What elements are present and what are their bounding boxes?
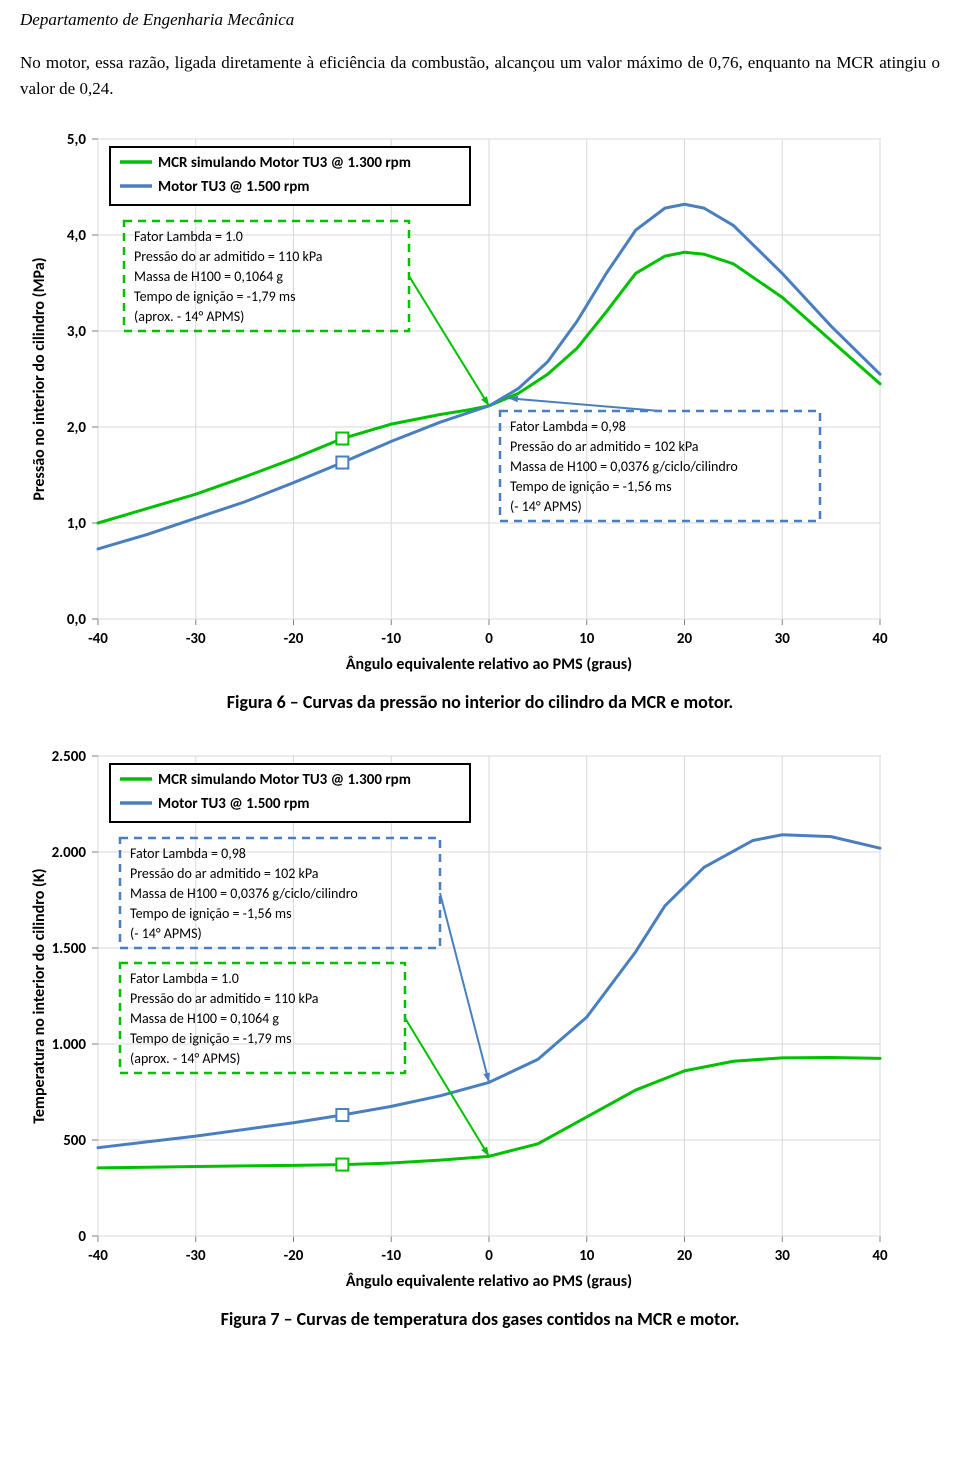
svg-text:Pressão no interior do cilindr: Pressão no interior do cilindro (MPa) [30, 257, 49, 500]
svg-text:Fator Lambda = 0,98: Fator Lambda = 0,98 [510, 418, 626, 435]
svg-text:Fator Lambda = 1.0: Fator Lambda = 1.0 [130, 970, 239, 987]
svg-text:MCR simulando Motor TU3 @ 1.30: MCR simulando Motor TU3 @ 1.300 rpm [158, 154, 411, 172]
svg-text:Tempo de ignição = -1,56 ms: Tempo de ignição = -1,56 ms [510, 478, 672, 495]
chart-2-temperature: -40 -30 -20 -10 0 10 20 30 40 0 500 1.000 1.500 2.000… [20, 738, 940, 1298]
svg-text:Pressão do ar admitido = 102 k: Pressão do ar admitido = 102 kPa [510, 438, 699, 455]
svg-text:-40: -40 [88, 1247, 108, 1265]
svg-text:Tempo de ignição = -1,56 ms: Tempo de ignição = -1,56 ms [130, 905, 292, 922]
svg-text:Temperatura no interior do ci: Temperatura no interior do cilindro (K) [30, 868, 49, 1123]
svg-text:(- 14° APMS): (- 14° APMS) [510, 498, 582, 515]
svg-text:4,0: 4,0 [67, 227, 86, 245]
svg-text:Ângulo equivalente relativo ao: Ângulo equivalente relativo ao PMS (grau… [346, 1272, 632, 1291]
svg-text:Massa de H100 = 0,0376 g/ciclo: Massa de H100 = 0,0376 g/ciclo/cilindro [130, 885, 358, 902]
svg-text:0: 0 [78, 1228, 86, 1246]
svg-text:0: 0 [485, 630, 493, 648]
svg-text:-20: -20 [284, 1247, 304, 1265]
svg-text:-30: -30 [186, 630, 206, 648]
svg-text:500: 500 [63, 1132, 86, 1150]
chart-1-pressure: -40 -30 -20 -10 0 10 20 30 40 0,0 1,0 2,0 3,0 4,0 5,0 Â… [20, 121, 940, 681]
figure-7-caption: Figura 7 – Curvas de temperatura dos gas… [20, 1308, 940, 1330]
svg-text:-10: -10 [381, 630, 401, 648]
svg-text:0: 0 [485, 1247, 493, 1265]
svg-text:Massa de H100 = 0,1064 g: Massa de H100 = 0,1064 g [134, 268, 283, 285]
svg-text:(- 14° APMS): (- 14° APMS) [130, 925, 202, 942]
svg-text:-30: -30 [186, 1247, 206, 1265]
svg-text:(aprox. - 14° APMS): (aprox. - 14° APMS) [130, 1050, 240, 1067]
svg-text:3,0: 3,0 [67, 323, 86, 341]
svg-text:-40: -40 [88, 630, 108, 648]
svg-text:2.500: 2.500 [52, 748, 87, 766]
svg-text:10: 10 [579, 630, 595, 648]
svg-text:2,0: 2,0 [67, 419, 86, 437]
svg-text:1.500: 1.500 [52, 940, 87, 958]
svg-text:MCR simulando Motor TU3 @ 1.30: MCR simulando Motor TU3 @ 1.300 rpm [158, 771, 411, 789]
svg-text:40: 40 [872, 630, 888, 648]
svg-text:30: 30 [775, 1247, 791, 1265]
svg-text:Ângulo equivalente relativo ao: Ângulo equivalente relativo ao PMS (grau… [346, 655, 632, 674]
svg-text:0,0: 0,0 [67, 611, 86, 629]
svg-text:10: 10 [579, 1247, 595, 1265]
svg-text:Pressão do ar admitido = 102 k: Pressão do ar admitido = 102 kPa [130, 865, 319, 882]
svg-text:20: 20 [677, 630, 693, 648]
svg-text:2.000: 2.000 [52, 844, 87, 862]
figure-6-caption: Figura 6 – Curvas da pressão no interior… [20, 691, 940, 713]
department-header: Departamento de Engenharia Mecânica [20, 10, 940, 30]
svg-text:-20: -20 [284, 630, 304, 648]
svg-text:Massa de H100 = 0,0376 g/ciclo: Massa de H100 = 0,0376 g/ciclo/cilindro [510, 458, 738, 475]
svg-text:Pressão do ar admitido = 110: Pressão do ar admitido = 110 kPa [130, 990, 319, 1007]
svg-text:Motor TU3 @ 1.500 rpm: Motor TU3 @ 1.500 rpm [158, 795, 310, 813]
svg-text:40: 40 [872, 1247, 888, 1265]
svg-text:Massa de H100 = 0,1064 g: Massa de H100 = 0,1064 g [130, 1010, 279, 1027]
svg-text:Motor TU3 @ 1.500 rpm: Motor TU3 @ 1.500 rpm [158, 178, 310, 196]
svg-text:Tempo de ignição = -1,79 ms: Tempo de ignição = -1,79 ms [130, 1030, 292, 1047]
svg-text:30: 30 [775, 630, 791, 648]
svg-text:1.000: 1.000 [52, 1036, 87, 1054]
svg-text:Fator Lambda = 0,98: Fator Lambda = 0,98 [130, 845, 246, 862]
svg-text:1,0: 1,0 [67, 515, 86, 533]
svg-text:20: 20 [677, 1247, 693, 1265]
body-paragraph: No motor, essa razão, ligada diretamente… [20, 50, 940, 101]
svg-text:Pressão do ar admitido = 110: Pressão do ar admitido = 110 kPa [134, 248, 323, 265]
svg-text:-10: -10 [381, 1247, 401, 1265]
svg-text:(aprox. - 14° APMS): (aprox. - 14° APMS) [134, 308, 244, 325]
svg-text:Fator Lambda = 1.0: Fator Lambda = 1.0 [134, 228, 243, 245]
svg-text:5,0: 5,0 [67, 131, 86, 149]
svg-text:Tempo de ignição = -1,79 ms: Tempo de ignição = -1,79 ms [134, 288, 296, 305]
